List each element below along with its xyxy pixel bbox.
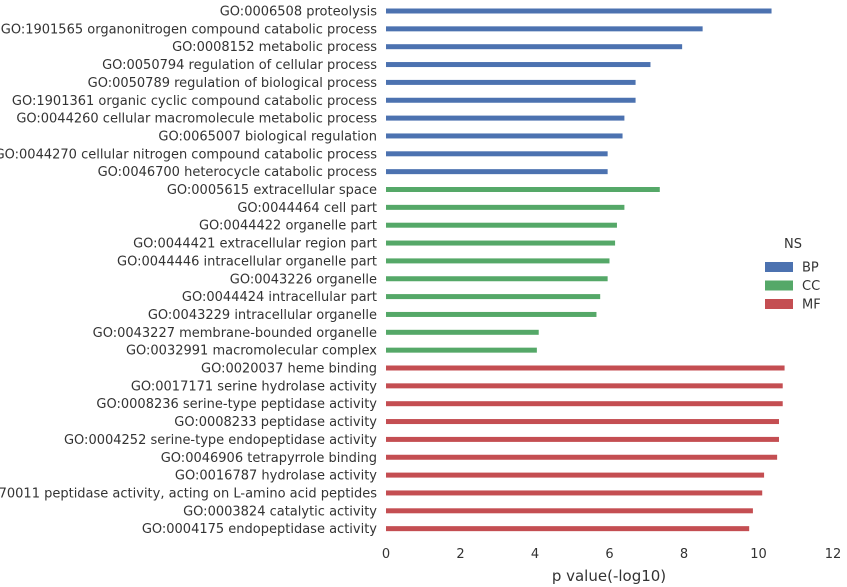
category-label: GO:0008152 metabolic process — [172, 40, 377, 55]
x-tick-label: 2 — [456, 547, 464, 562]
category-label: GO:0065007 biological regulation — [158, 129, 377, 144]
legend-title: NS — [784, 237, 802, 252]
category-label: GO:0044446 intracellular organelle part — [117, 254, 377, 269]
category-label: GO:0044464 cell part — [237, 201, 377, 216]
legend-items: BP CC MF — [765, 261, 821, 313]
bar-cc — [386, 311, 597, 317]
category-label: GO:0044422 organelle part — [199, 219, 377, 234]
x-axis-label: p value(-log10) — [552, 567, 666, 585]
category-label: GO:0004252 serine-type endopeptidase act… — [64, 433, 377, 448]
bar-mf — [386, 419, 779, 425]
bar-bp — [386, 79, 636, 85]
x-tick-label: 12 — [825, 547, 842, 562]
category-label: GO:0044260 cellular macromolecule metabo… — [16, 112, 377, 127]
category-label: GO:1901361 organic cyclic compound catab… — [12, 94, 377, 109]
category-label: GO:0006508 proteolysis — [220, 5, 377, 20]
bar-mf — [386, 454, 778, 460]
bar-bp — [386, 44, 683, 50]
legend-swatch-cc — [765, 280, 793, 291]
bars-layer — [386, 8, 785, 532]
category-label: GO:0004175 endopeptidase activity — [142, 522, 377, 537]
bar-mf — [386, 490, 763, 496]
bar-cc — [386, 187, 660, 192]
bar-mf — [386, 508, 753, 514]
bar-bp — [386, 169, 608, 175]
category-label: GO:0070011 peptidase activity, acting on… — [0, 486, 377, 501]
bar-cc — [386, 222, 617, 228]
bar-bp — [386, 115, 625, 121]
bar-mf — [386, 365, 785, 371]
bar-bp — [386, 8, 772, 14]
category-label: GO:0016787 hydrolase activity — [175, 469, 377, 484]
legend-swatch-mf — [765, 299, 793, 309]
category-label: GO:0043229 intracellular organelle — [148, 308, 377, 323]
bar-cc — [386, 276, 608, 282]
bar-cc — [386, 329, 539, 335]
legend-label-mf: MF — [802, 298, 821, 313]
category-label: GO:0005615 extracellular space — [167, 183, 377, 198]
category-label: GO:0044270 cellular nitrogen compound ca… — [0, 147, 377, 162]
bar-cc — [386, 204, 625, 210]
category-label: GO:0008236 serine-type peptidase activit… — [96, 397, 377, 412]
x-tick-label: 8 — [680, 547, 688, 562]
x-tick-label: 10 — [750, 547, 767, 562]
x-axis-ticks: 0 2 4 6 8 10 12 — [382, 547, 841, 562]
x-tick-label: 4 — [531, 547, 539, 562]
bar-cc — [386, 258, 610, 264]
category-label: GO:0003824 catalytic activity — [183, 504, 377, 519]
category-label: GO:0017171 serine hydrolase activity — [131, 379, 377, 394]
category-label: GO:1901565 organonitrogen compound catab… — [1, 22, 377, 37]
x-tick-label: 0 — [382, 547, 390, 562]
category-label: GO:0044421 extracellular region part — [133, 237, 377, 252]
bar-mf — [386, 401, 783, 407]
bar-bp — [386, 97, 636, 103]
legend-swatch-bp — [765, 262, 793, 272]
category-label: GO:0020037 heme binding — [201, 362, 377, 377]
bar-mf — [386, 472, 765, 478]
category-label: GO:0043227 membrane-bounded organelle — [93, 326, 377, 341]
bar-bp — [386, 151, 608, 157]
category-label: GO:0046700 heterocycle catabolic process — [98, 165, 378, 180]
legend-label-cc: CC — [802, 279, 820, 294]
category-label: GO:0043226 organelle — [230, 272, 377, 287]
legend: NS BP CC MF — [765, 237, 821, 313]
bar-bp — [386, 26, 703, 32]
bar-mf — [386, 383, 783, 389]
bar-cc — [386, 240, 616, 246]
bar-bp — [386, 62, 651, 68]
bar-bp — [386, 133, 623, 139]
category-label: GO:0050794 regulation of cellular proces… — [102, 58, 377, 73]
bar-cc — [386, 294, 601, 300]
legend-label-bp: BP — [802, 261, 819, 276]
bar-cc — [386, 347, 537, 353]
category-label: GO:0032991 macromolecular complex — [126, 344, 377, 359]
x-tick-label: 6 — [605, 547, 613, 562]
category-label: GO:0050789 regulation of biological proc… — [88, 76, 378, 91]
category-labels: GO:0006508 proteolysis GO:1901565 organon… — [0, 5, 377, 538]
category-label: GO:0008233 peptidase activity — [174, 415, 377, 430]
category-label: GO:0044424 intracellular part — [182, 290, 377, 305]
bar-mf — [386, 526, 750, 532]
bar-mf — [386, 436, 779, 442]
category-label: GO:0046906 tetrapyrrole binding — [161, 451, 377, 466]
